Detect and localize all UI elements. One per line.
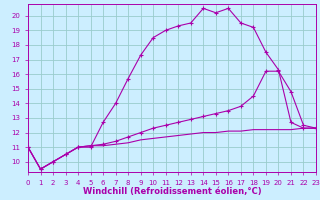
X-axis label: Windchill (Refroidissement éolien,°C): Windchill (Refroidissement éolien,°C) [83, 187, 261, 196]
